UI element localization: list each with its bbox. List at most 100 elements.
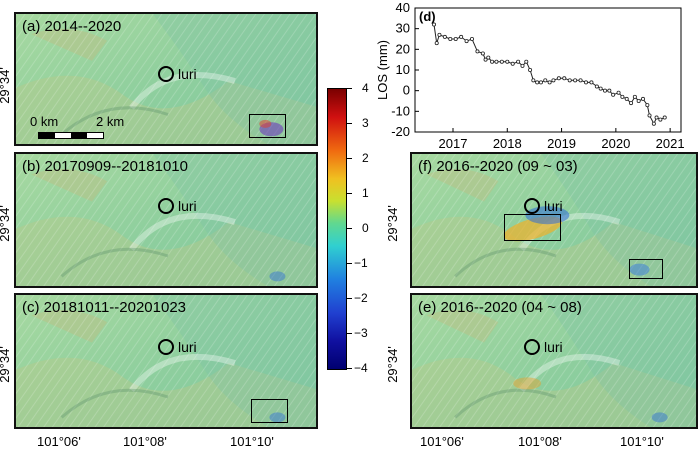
colorbar-tick-label: 1 xyxy=(362,186,369,200)
highlight-box xyxy=(251,399,288,423)
circle-marker-icon xyxy=(524,339,540,355)
data-point xyxy=(603,88,608,93)
data-point xyxy=(510,61,515,66)
data-point xyxy=(551,78,556,83)
longitude-label: 101°08' xyxy=(123,434,167,449)
map-panel-title: (c) 20181011--20201023 xyxy=(22,299,187,316)
colorbar-tick-mark xyxy=(347,333,352,334)
data-point xyxy=(598,86,603,91)
scale-label-zero: 0 km xyxy=(30,114,59,129)
x-tick-label: 2018 xyxy=(493,136,522,151)
latitude-label: 29°34' xyxy=(384,205,400,242)
colorbar-tick-label: 3 xyxy=(362,116,369,130)
data-point xyxy=(538,80,543,85)
map-raster-e xyxy=(412,295,696,427)
data-point xyxy=(459,34,464,39)
colorbar-tick-label: −4 xyxy=(354,361,368,375)
map-panel-title: (a) 2014--2020 xyxy=(22,18,122,35)
y-tick-label: -20 xyxy=(391,124,410,139)
data-point xyxy=(629,101,634,106)
data-point xyxy=(490,59,495,64)
chart-frame xyxy=(414,7,682,133)
place-label: luri xyxy=(178,339,197,355)
data-point xyxy=(494,59,499,64)
data-point xyxy=(632,94,637,99)
colorbar-tick-label: −2 xyxy=(354,291,368,305)
colorbar-tick-mark xyxy=(347,88,352,89)
map-panel-a: (a) 2014--2020 luri 0 km 2 km xyxy=(14,12,318,146)
place-label: luri xyxy=(178,66,197,82)
colorbar-tick-label: 0 xyxy=(362,221,369,235)
place-marker-luri: luri xyxy=(158,198,197,214)
data-point xyxy=(645,103,650,108)
data-point xyxy=(528,68,533,73)
data-point xyxy=(453,37,458,42)
map-raster-c xyxy=(16,295,316,427)
y-tick-label: 10 xyxy=(396,62,410,77)
colorbar xyxy=(327,88,347,370)
colorbar-tick-mark xyxy=(347,263,352,264)
scale-label-two: 2 km xyxy=(96,114,125,129)
data-point xyxy=(658,117,663,122)
y-tick-label: -10 xyxy=(391,103,410,118)
data-point xyxy=(654,115,659,120)
x-tick-label: 2021 xyxy=(656,136,685,151)
map-raster-b xyxy=(16,154,316,286)
colorbar-tick-mark xyxy=(347,228,352,229)
map-panel-e: (e) 2016--2020 (04 ~ 08) luri xyxy=(410,293,698,429)
circle-marker-icon xyxy=(158,339,174,355)
data-point xyxy=(535,80,540,85)
map-raster-f xyxy=(412,154,696,286)
scale-bar xyxy=(38,132,104,139)
data-point xyxy=(589,80,594,85)
longitude-label: 101°06' xyxy=(37,434,81,449)
data-point xyxy=(547,80,552,85)
place-marker-luri: luri xyxy=(524,339,563,355)
data-point xyxy=(578,78,583,83)
colorbar-tick-label: 4 xyxy=(362,81,369,95)
colorbar-tick-mark xyxy=(347,298,352,299)
latitude-label: 29°34' xyxy=(384,346,400,383)
map-panel-title: (f) 2016--2020 (09 ~ 03) xyxy=(418,158,578,175)
data-point xyxy=(567,78,572,83)
circle-marker-icon xyxy=(158,198,174,214)
data-point xyxy=(520,63,525,68)
data-point xyxy=(531,78,536,83)
data-point xyxy=(607,88,612,93)
map-panel-f: (f) 2016--2020 (09 ~ 03) luri xyxy=(410,152,698,288)
x-tick-label: 2019 xyxy=(547,136,576,151)
data-point xyxy=(505,59,510,64)
map-panel-c: (c) 20181011--20201023 luri xyxy=(14,293,318,429)
colorbar-tick-label: −1 xyxy=(354,256,368,270)
colorbar-tick-mark xyxy=(347,368,352,369)
y-axis-label: LOS (mm) xyxy=(375,40,390,100)
data-point xyxy=(499,59,504,64)
data-point xyxy=(442,34,447,39)
highlight-box xyxy=(249,114,286,138)
map-panel-title: (b) 20170909--20181010 xyxy=(22,158,188,175)
data-point xyxy=(543,78,548,83)
colorbar-tick-mark xyxy=(347,158,352,159)
data-point xyxy=(662,115,667,120)
los-timeseries-chart: 40 30 20 10 0 -10 -20 2017 2018 2019 2020 2021 LOS (… xyxy=(375,0,685,151)
data-point xyxy=(647,113,652,118)
highlight-box xyxy=(504,214,561,241)
colorbar-tick-mark xyxy=(347,123,352,124)
latitude-label: 29°34' xyxy=(0,346,12,383)
x-tick-label: 2017 xyxy=(439,136,468,151)
y-tick-label: 40 xyxy=(396,0,410,15)
data-point xyxy=(651,121,656,126)
data-point xyxy=(584,80,589,85)
y-tick-label: 0 xyxy=(403,83,410,98)
data-point xyxy=(620,94,625,99)
place-label: luri xyxy=(544,339,563,355)
data-point xyxy=(611,92,616,97)
circle-marker-icon xyxy=(524,198,540,214)
data-point xyxy=(594,84,599,89)
colorbar-tick-label: −3 xyxy=(354,326,368,340)
data-point xyxy=(431,22,436,27)
y-tick-label: 30 xyxy=(396,21,410,36)
data-point xyxy=(573,78,578,83)
y-tick-label: 20 xyxy=(396,41,410,56)
place-label: luri xyxy=(544,198,563,214)
